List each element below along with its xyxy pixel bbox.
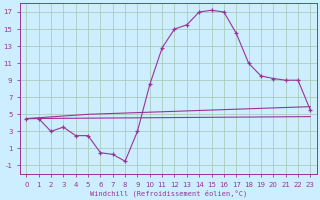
X-axis label: Windchill (Refroidissement éolien,°C): Windchill (Refroidissement éolien,°C) [90, 189, 247, 197]
